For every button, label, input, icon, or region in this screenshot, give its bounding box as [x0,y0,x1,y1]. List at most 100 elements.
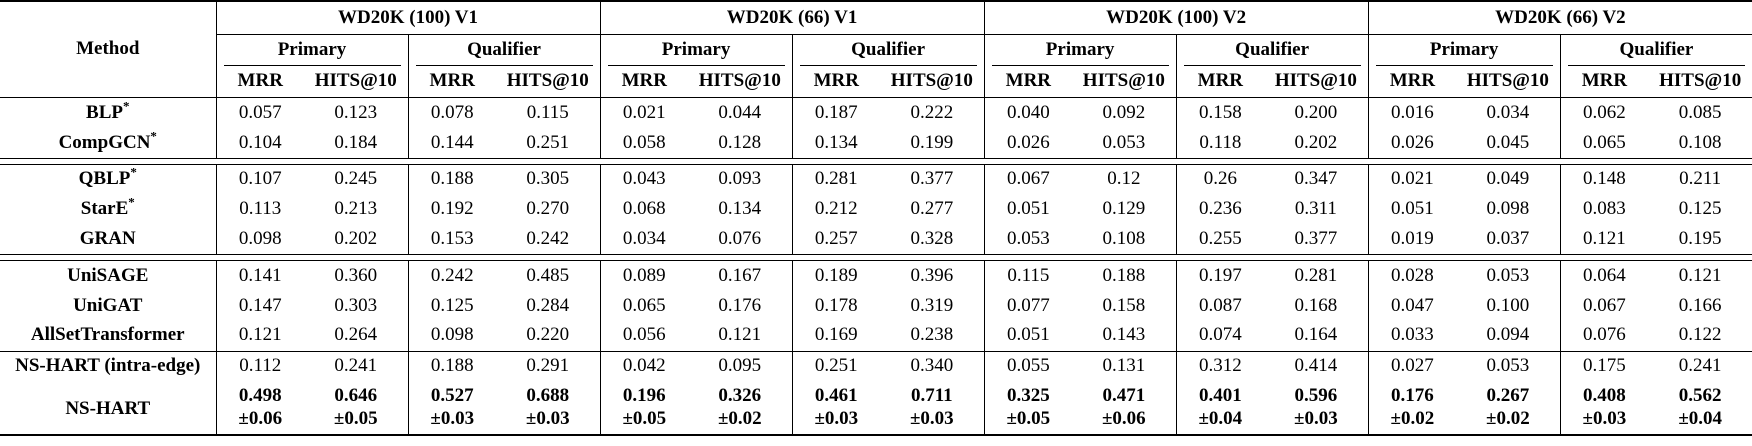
value-cell: 0.187 [791,97,881,129]
value-cell: 0.125 [1678,198,1722,220]
method-column-header: Method [0,1,216,99]
separator-line [0,157,1752,165]
metric-header: HITS@10 [1264,65,1369,99]
value-cell: 0.199 [910,131,954,153]
value-cell: 0.067 [1559,291,1649,321]
value-cell: 0.078 [407,97,496,129]
subgroup-underline [607,64,785,66]
value-cell: 0.196 [599,381,689,408]
value-cell: 0.184 [334,131,378,153]
method-cell: AllSetTransformer [30,324,185,346]
metric-header: HITS@10 [880,65,985,99]
value-cell: 0.267 [1486,385,1530,407]
value-cell: 0.057 [215,97,304,129]
value-cell: 0.212 [791,194,881,225]
value-cell: 0.485 [526,264,570,286]
value-cell: 0.085 [1678,101,1722,123]
value-cell: 0.055 [983,351,1073,382]
column-group-header-3: WD20K (100) V2 [983,1,1369,35]
subgroup-underline [415,64,593,66]
value-cell: 0.291 [526,355,570,377]
method-asterisk: * [150,128,157,144]
value-cell: 0.596 [1294,385,1338,407]
subgroup-header: Qualifier [1559,34,1752,66]
subgroup-underline [1183,64,1361,66]
value-cell: 0.188 [407,351,496,382]
value-cell: 0.326 [718,385,762,407]
method-asterisk: * [122,98,130,114]
value-cell: ±0.06 [215,407,304,436]
row-group-separator [0,254,1752,262]
header-row-subgroups: Primary Qualifier Primary Qualifier Primary Q… [0,34,1752,66]
value-cell: 0.562 [1678,385,1722,407]
value-cell: 0.211 [1679,168,1722,190]
value-cell: 0.377 [1294,228,1338,250]
value-cell: 0.188 [1102,264,1146,286]
value-cell: 0.175 [1559,351,1649,382]
value-cell: 0.238 [910,324,954,346]
value-cell: 0.264 [334,324,378,346]
value-cell: 0.360 [334,264,378,286]
method-asterisk: * [130,165,137,181]
subgroup-header: Qualifier [1175,34,1369,66]
value-cell: 0.241 [334,355,378,377]
metric-header: HITS@10 [1456,65,1561,99]
value-cell: ±0.03 [909,407,954,429]
value-cell: 0.129 [1102,198,1146,220]
separator-line [0,351,1752,352]
value-cell: 0.107 [215,164,304,195]
value-cell: 0.093 [718,168,762,190]
metric-header: HITS@10 [496,65,601,99]
method-cell: GRAN [79,228,136,250]
value-cell: ±0.04 [1678,407,1722,429]
subgroup-header: Qualifier [791,34,985,66]
value-cell: 0.051 [983,194,1073,225]
value-cell: 0.255 [1175,224,1265,255]
value-cell: 0.094 [1486,324,1530,346]
value-cell: 0.121 [1559,224,1649,255]
value-cell: 0.222 [910,101,954,123]
subgroup-underline [799,64,977,66]
separator-line [0,254,1752,262]
value-cell: 0.711 [910,385,953,407]
value-cell: 0.26 [1175,164,1265,195]
value-cell: 0.471 [1102,385,1146,407]
value-cell: 0.153 [407,224,496,255]
value-cell: ±0.03 [1559,407,1649,436]
value-cell: ±0.03 [1294,407,1338,429]
value-cell: 0.108 [1678,131,1722,153]
value-cell: 0.169 [791,320,881,352]
method-cell: CompGCN* [58,128,157,153]
value-cell: 0.527 [407,381,496,408]
method-cell: NS-HART (intra-edge) [15,355,201,377]
table-row: NS-HART (intra-edge) 0.112 0.241 0.188 0.291… [0,351,1752,382]
column-group-header-4: WD20K (66) V2 [1367,1,1752,35]
subgroup-underline [223,64,401,66]
value-cell: 0.034 [1486,101,1530,123]
method-cell: UniGAT [73,294,143,316]
value-cell: 0.200 [1294,101,1338,123]
value-cell: 0.064 [1559,260,1649,292]
value-cell: 0.245 [334,168,378,190]
value-cell: ±0.03 [791,407,881,436]
value-cell: 0.236 [1175,194,1265,225]
value-cell: 0.058 [599,128,689,159]
value-cell: 0.377 [910,168,954,190]
value-cell: 0.241 [1678,355,1722,377]
value-cell: 0.056 [599,320,689,352]
value-cell: 0.037 [1486,228,1530,250]
table-row: AllSetTransformer 0.121 0.264 0.098 0.220 0.0… [0,320,1752,352]
value-cell: 0.112 [215,351,304,382]
value-cell: 0.113 [215,194,304,225]
value-cell: 0.158 [1175,97,1265,129]
value-cell: 0.195 [1678,228,1722,250]
value-cell: 0.312 [1175,351,1265,382]
value-cell: 0.176 [718,294,762,316]
value-cell: 0.281 [1294,264,1338,286]
value-cell: 0.051 [1367,194,1457,225]
value-cell: 0.178 [791,291,881,321]
method-asterisk: * [128,194,135,210]
value-cell: 0.123 [334,101,378,123]
value-cell: 0.251 [526,131,570,153]
value-cell: 0.303 [334,294,378,316]
